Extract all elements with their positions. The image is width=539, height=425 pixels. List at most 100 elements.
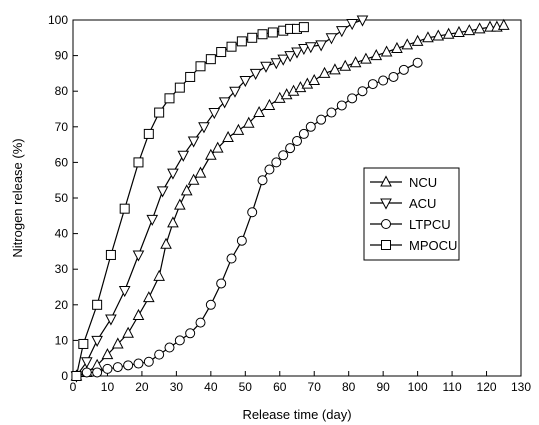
data-point-mpocu bbox=[247, 32, 258, 43]
data-point-ltpcu bbox=[412, 57, 423, 68]
data-point-ncu bbox=[432, 29, 445, 41]
data-point-ncu bbox=[497, 18, 510, 30]
data-point-ltpcu bbox=[174, 335, 185, 346]
data-point-ncu bbox=[442, 27, 455, 39]
y-tick-label: 100 bbox=[48, 13, 68, 27]
data-point-mpocu bbox=[133, 157, 144, 168]
data-point-ncu bbox=[453, 25, 465, 37]
legend-marker-mpocu bbox=[381, 240, 391, 250]
x-tick-label: 30 bbox=[170, 380, 184, 394]
x-tick-label: 50 bbox=[239, 380, 253, 394]
data-point-ncu bbox=[263, 98, 276, 110]
data-point-ltpcu bbox=[292, 136, 302, 147]
legend-label-acu: ACU bbox=[409, 196, 436, 211]
x-tick-label: 20 bbox=[135, 380, 149, 394]
data-point-ncu bbox=[360, 52, 372, 64]
data-point-mpocu bbox=[236, 36, 247, 47]
x-tick-label: 0 bbox=[70, 380, 77, 394]
data-point-mpocu bbox=[226, 41, 237, 52]
data-point-ncu bbox=[349, 56, 362, 68]
data-point-mpocu bbox=[257, 29, 268, 40]
data-point-ltpcu bbox=[226, 253, 237, 264]
series-ncu bbox=[70, 18, 510, 381]
data-point-ltpcu bbox=[357, 86, 368, 97]
data-point-ncu bbox=[122, 326, 134, 338]
x-tick-label: 110 bbox=[443, 380, 462, 394]
data-point-ncu bbox=[167, 216, 179, 228]
axes: 0 10 20 30 40 50 60 70 80 90 100 110 120 130 0 10 20 30 40… bbox=[48, 13, 531, 394]
data-point-ltpcu bbox=[326, 107, 337, 118]
series-mpocu bbox=[71, 22, 309, 381]
legend-item-ltpcu: LTPCU bbox=[370, 217, 451, 232]
data-point-acu bbox=[260, 61, 272, 73]
data-point-acu bbox=[315, 40, 327, 52]
data-point-acu bbox=[291, 47, 303, 59]
y-tick-label: 60 bbox=[55, 155, 69, 169]
y-tick-label: 0 bbox=[61, 369, 68, 383]
data-point-mpocu bbox=[164, 93, 175, 104]
data-point-ncu bbox=[422, 31, 434, 43]
data-point-acu bbox=[105, 314, 117, 326]
data-point-ltpcu bbox=[388, 71, 399, 82]
data-point-ltpcu bbox=[278, 150, 289, 161]
data-point-ncu bbox=[101, 348, 114, 360]
data-point-mpocu bbox=[71, 371, 82, 381]
data-point-ncu bbox=[391, 41, 403, 53]
legend-label-ncu: NCU bbox=[409, 175, 437, 190]
data-point-ltpcu bbox=[257, 175, 268, 186]
data-point-ncu bbox=[132, 308, 145, 320]
x-tick-label: 90 bbox=[376, 380, 390, 394]
y-axis-title: Nitrogen release (%) bbox=[10, 138, 25, 257]
x-tick-label: 120 bbox=[477, 380, 497, 394]
data-point-ncu bbox=[187, 173, 200, 185]
data-point-ncu bbox=[484, 20, 496, 32]
data-point-mpocu bbox=[143, 128, 154, 139]
data-point-ltpcu bbox=[154, 349, 165, 360]
data-point-ltpcu bbox=[133, 358, 144, 369]
y-tick-label: 10 bbox=[55, 333, 69, 347]
data-point-acu bbox=[325, 33, 338, 45]
legend: NCU ACU LTPCU MPOCU bbox=[363, 167, 460, 261]
data-point-ncu bbox=[153, 269, 165, 281]
data-point-acu bbox=[229, 86, 241, 98]
data-point-ltpcu bbox=[236, 235, 247, 246]
data-point-ncu bbox=[211, 141, 224, 153]
x-tick-label: 10 bbox=[101, 380, 115, 394]
data-point-mpocu bbox=[298, 22, 309, 33]
series-layer bbox=[70, 15, 510, 383]
data-point-acu bbox=[187, 136, 200, 148]
data-point-ncu bbox=[142, 291, 155, 303]
data-point-ncu bbox=[242, 116, 255, 128]
data-point-ltpcu bbox=[216, 278, 227, 289]
data-point-acu bbox=[177, 150, 190, 162]
data-point-acu bbox=[208, 108, 221, 120]
data-point-ncu bbox=[411, 34, 424, 46]
data-point-ncu bbox=[473, 22, 486, 34]
data-point-ltpcu bbox=[102, 363, 113, 374]
data-point-acu bbox=[270, 58, 283, 70]
data-point-acu bbox=[146, 214, 159, 226]
data-point-ltpcu bbox=[123, 360, 134, 371]
y-tick-label: 70 bbox=[55, 120, 69, 134]
y-tick-label: 40 bbox=[55, 227, 69, 241]
data-point-ncu bbox=[160, 237, 172, 249]
data-point-mpocu bbox=[105, 249, 116, 260]
data-point-ncu bbox=[180, 184, 193, 196]
data-point-ltpcu bbox=[285, 143, 296, 154]
data-point-ncu bbox=[463, 24, 476, 36]
legend-marker-ltpcu bbox=[381, 219, 391, 229]
data-point-acu bbox=[218, 97, 231, 109]
y-tick-label: 80 bbox=[55, 84, 69, 98]
data-point-ltpcu bbox=[143, 356, 154, 367]
data-point-mpocu bbox=[267, 27, 278, 38]
data-point-ltpcu bbox=[92, 367, 103, 378]
legend-item-ncu: NCU bbox=[370, 175, 437, 190]
x-tick-label: 40 bbox=[204, 380, 218, 394]
data-point-ltpcu bbox=[205, 299, 216, 310]
data-point-ltpcu bbox=[336, 100, 347, 111]
data-point-ncu bbox=[329, 63, 341, 75]
data-point-mpocu bbox=[78, 338, 89, 349]
data-point-ltpcu bbox=[316, 114, 327, 125]
data-point-acu bbox=[304, 42, 317, 54]
